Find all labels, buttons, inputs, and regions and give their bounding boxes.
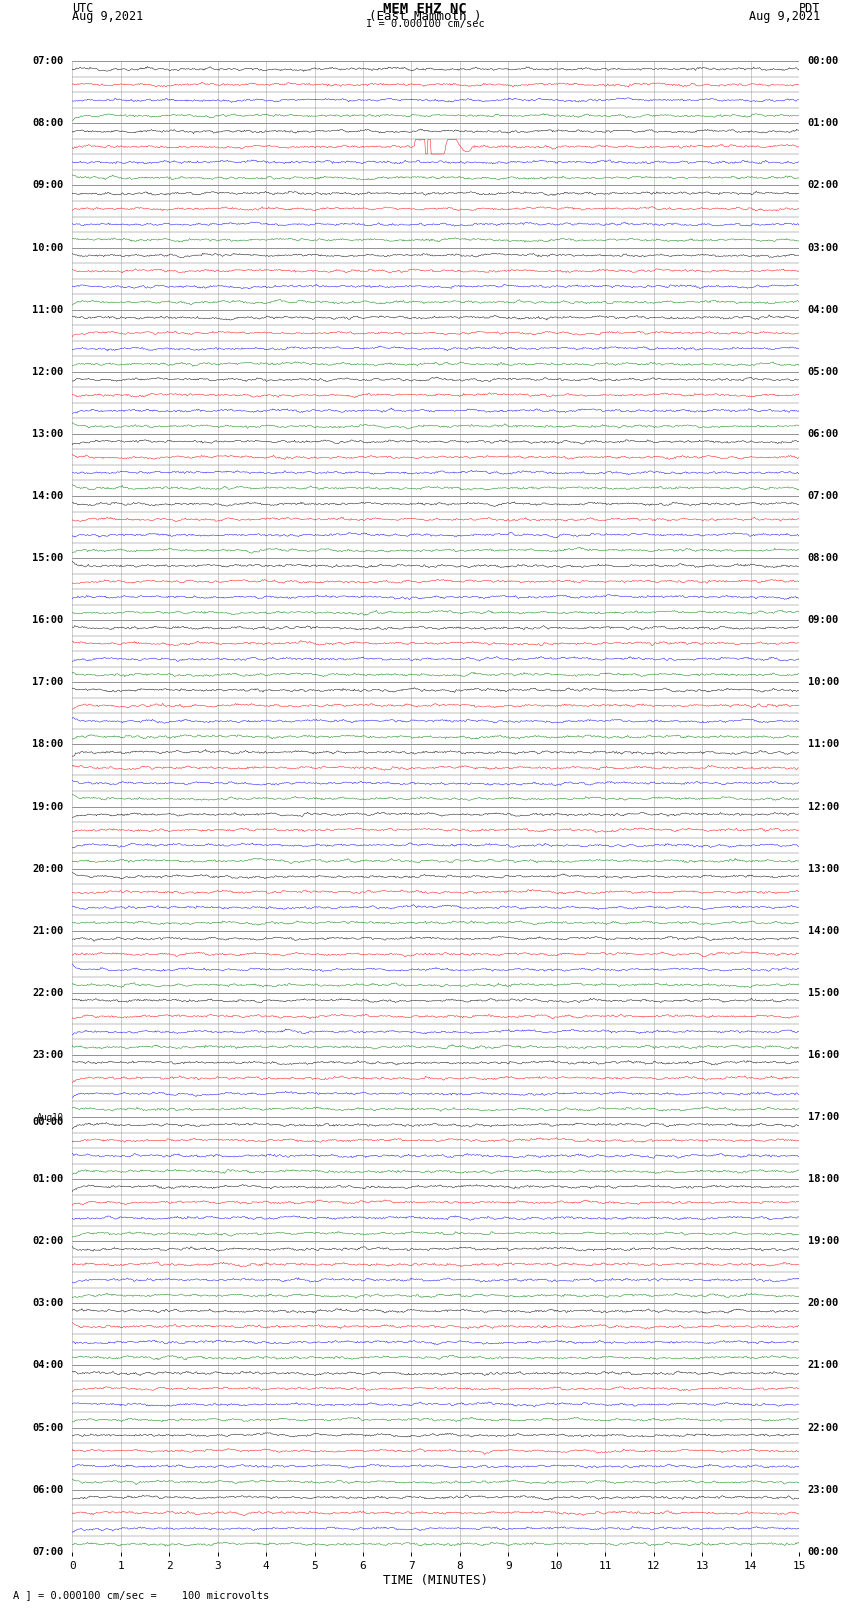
Text: 15:00: 15:00 <box>808 987 839 998</box>
Text: 20:00: 20:00 <box>808 1298 839 1308</box>
Text: A ] = 0.000100 cm/sec =    100 microvolts: A ] = 0.000100 cm/sec = 100 microvolts <box>13 1590 269 1600</box>
Text: 19:00: 19:00 <box>32 802 64 811</box>
Text: 22:00: 22:00 <box>32 987 64 998</box>
Text: 05:00: 05:00 <box>32 1423 64 1432</box>
Text: 16:00: 16:00 <box>32 615 64 626</box>
Text: 17:00: 17:00 <box>32 677 64 687</box>
Text: 04:00: 04:00 <box>808 305 839 315</box>
Text: 13:00: 13:00 <box>32 429 64 439</box>
Text: MEM EHZ NC: MEM EHZ NC <box>383 3 467 16</box>
Text: Aug 9,2021: Aug 9,2021 <box>72 11 144 24</box>
Text: Aug 9,2021: Aug 9,2021 <box>749 11 820 24</box>
Text: PDT: PDT <box>799 3 820 16</box>
Text: 22:00: 22:00 <box>808 1423 839 1432</box>
Text: 18:00: 18:00 <box>32 739 64 750</box>
Text: 09:00: 09:00 <box>808 615 839 626</box>
Text: 14:00: 14:00 <box>808 926 839 936</box>
Text: 01:00: 01:00 <box>808 118 839 129</box>
Text: 00:00: 00:00 <box>808 56 839 66</box>
Text: 03:00: 03:00 <box>32 1298 64 1308</box>
Text: UTC: UTC <box>72 3 94 16</box>
Text: 18:00: 18:00 <box>808 1174 839 1184</box>
Text: 00:00: 00:00 <box>32 1118 64 1127</box>
Text: 23:00: 23:00 <box>808 1484 839 1495</box>
Text: 05:00: 05:00 <box>808 366 839 377</box>
X-axis label: TIME (MINUTES): TIME (MINUTES) <box>383 1574 488 1587</box>
Text: 08:00: 08:00 <box>808 553 839 563</box>
Text: 06:00: 06:00 <box>808 429 839 439</box>
Text: 20:00: 20:00 <box>32 863 64 874</box>
Text: 13:00: 13:00 <box>808 863 839 874</box>
Text: 07:00: 07:00 <box>808 490 839 502</box>
Text: 21:00: 21:00 <box>808 1360 839 1371</box>
Text: Aug10: Aug10 <box>37 1113 64 1121</box>
Text: 19:00: 19:00 <box>808 1236 839 1247</box>
Text: 04:00: 04:00 <box>32 1360 64 1371</box>
Text: 12:00: 12:00 <box>808 802 839 811</box>
Text: 23:00: 23:00 <box>32 1050 64 1060</box>
Text: 06:00: 06:00 <box>32 1484 64 1495</box>
Text: 17:00: 17:00 <box>808 1111 839 1123</box>
Text: 09:00: 09:00 <box>32 181 64 190</box>
Text: 15:00: 15:00 <box>32 553 64 563</box>
Text: 21:00: 21:00 <box>32 926 64 936</box>
Text: 02:00: 02:00 <box>808 181 839 190</box>
Text: 14:00: 14:00 <box>32 490 64 502</box>
Text: 16:00: 16:00 <box>808 1050 839 1060</box>
Text: I = 0.000100 cm/sec: I = 0.000100 cm/sec <box>366 18 484 29</box>
Text: 10:00: 10:00 <box>32 242 64 253</box>
Text: 03:00: 03:00 <box>808 242 839 253</box>
Text: 02:00: 02:00 <box>32 1236 64 1247</box>
Text: 10:00: 10:00 <box>808 677 839 687</box>
Text: 00:00: 00:00 <box>808 1547 839 1557</box>
Text: 12:00: 12:00 <box>32 366 64 377</box>
Text: (East Mammoth ): (East Mammoth ) <box>369 11 481 24</box>
Text: 08:00: 08:00 <box>32 118 64 129</box>
Text: 11:00: 11:00 <box>808 739 839 750</box>
Text: 11:00: 11:00 <box>32 305 64 315</box>
Text: 07:00: 07:00 <box>32 1547 64 1557</box>
Text: 01:00: 01:00 <box>32 1174 64 1184</box>
Text: 07:00: 07:00 <box>32 56 64 66</box>
